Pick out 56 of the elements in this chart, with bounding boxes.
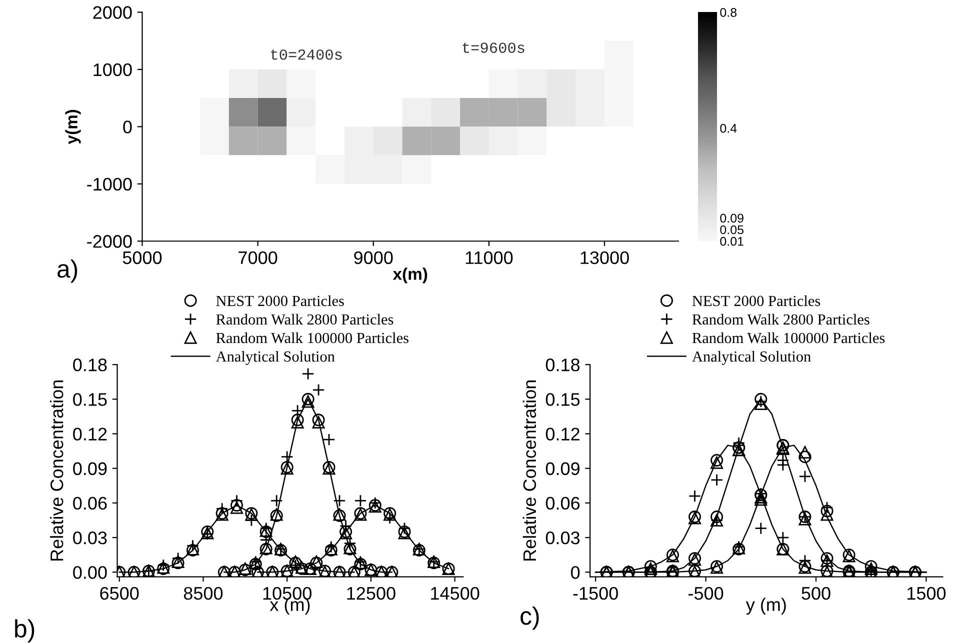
legend-label: Random Walk 100000 Particles: [692, 332, 885, 344]
x-tick-label: 1500: [908, 586, 946, 600]
x-tick-label: 5000: [122, 251, 162, 264]
x-tick-label: -1500: [573, 586, 618, 600]
y-tick-label: 0.03: [73, 531, 107, 544]
x-tick-label: 11000: [466, 251, 513, 264]
color-bar-label: 0.09: [720, 214, 744, 223]
x-axis-title: y (m): [746, 598, 786, 615]
x-tick-label: 500: [802, 586, 830, 600]
y-tick-label: 0.00: [73, 566, 107, 579]
legend-label: Random Walk 2800 Particles: [692, 314, 870, 325]
y-tick-label: 0.12: [546, 428, 580, 440]
annotation: t=9600s: [462, 42, 524, 53]
y-tick-label: 0.18: [73, 358, 107, 372]
y-axis-title: Relative Concentration: [50, 380, 64, 561]
y-tick-label: 0.12: [73, 428, 107, 440]
x-tick-label: 7000: [238, 251, 278, 264]
y-tick-label: 2000: [93, 6, 132, 19]
color-bar-label: 0.05: [720, 225, 744, 234]
legend-label: Analytical Solution: [692, 350, 811, 365]
legend-label: NEST 2000 Particles: [216, 295, 344, 306]
y-tick-label: 0.03: [546, 531, 580, 544]
y-tick-label: 0.06: [546, 496, 580, 510]
x-tick-label: -500: [688, 586, 724, 600]
y-tick-label: 0.18: [546, 358, 580, 372]
x-axis-title: x(m): [392, 268, 428, 284]
text: b): [15, 619, 34, 642]
y-tick-label: -1000: [87, 178, 132, 191]
annotation: t0=2400s: [271, 49, 342, 60]
y-axis-title: Relative Concentration: [522, 380, 536, 561]
x-tick-label: 14500: [431, 586, 480, 600]
x-tick-label: 6500: [100, 586, 139, 600]
y-tick-label: 0.06: [73, 496, 107, 510]
x-tick-label: 13000: [580, 251, 629, 264]
y-tick-label: 0: [570, 566, 580, 579]
legend-label: Random Walk 2800 Particles: [216, 314, 394, 325]
y-tick-label: -2000: [87, 235, 132, 248]
y-tick-label: 1000: [94, 63, 132, 76]
text: c): [520, 606, 539, 630]
color-bar-label: 0.8: [720, 8, 737, 17]
x-tick-label: 12500: [347, 586, 396, 600]
y-tick-label: 0.09: [546, 462, 580, 476]
legend-label: Random Walk 100000 Particles: [216, 332, 408, 344]
y-tick-label: 0: [123, 120, 132, 134]
y-axis-title: y(m): [65, 110, 81, 144]
text: a): [57, 259, 78, 283]
y-tick-label: 0.15: [546, 393, 580, 406]
x-tick-label: 10500: [263, 586, 312, 600]
x-tick-label: 9000: [354, 251, 393, 264]
y-tick-label: 0.15: [73, 393, 107, 406]
y-tick-label: 0.09: [73, 462, 107, 476]
legend-label: Analytical Solution: [216, 350, 335, 365]
color-bar-label: 0.4: [720, 124, 737, 133]
color-bar-label: 0.01: [720, 236, 744, 246]
x-tick-label: 8500: [184, 586, 223, 600]
legend-label: NEST 2000 Particles: [692, 295, 820, 306]
